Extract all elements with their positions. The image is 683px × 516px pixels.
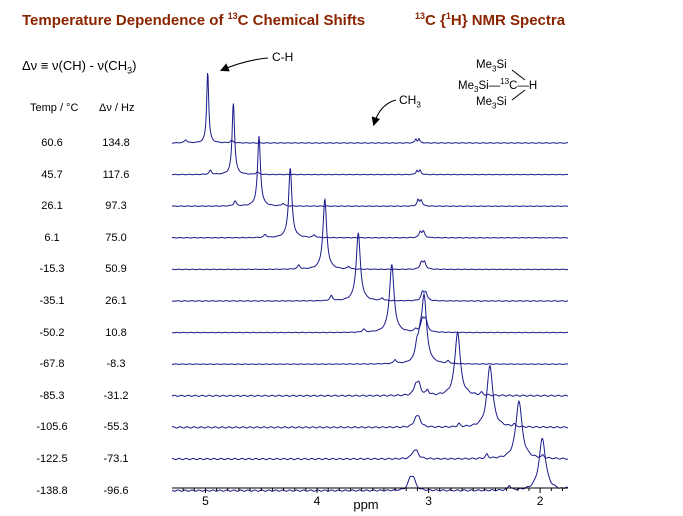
eq-close: ) [132, 58, 137, 73]
dnu-column-header: Δν / Hz [99, 102, 135, 114]
ch3-annotation-label: CH3 [399, 93, 421, 109]
temp-cell: -35.1 [39, 295, 65, 307]
molecule-structure-line3: Me3Si [476, 96, 507, 110]
spectrum-trace [172, 292, 569, 365]
ch3-arrow [371, 99, 397, 127]
bond-upper [511, 69, 526, 81]
struct-l2-sup: 13 [500, 77, 510, 86]
temp-cell: -15.3 [39, 263, 65, 276]
x-tick-label: 5 [202, 494, 209, 508]
struct-l3-pre: Me [476, 96, 492, 108]
struct-l3-post: Si [496, 96, 507, 108]
struct-l1-sub: 3 [491, 64, 497, 74]
struct-l3-sub: 3 [491, 101, 497, 111]
spectrum-trace [171, 264, 569, 334]
temp-cell: -138.8 [36, 484, 68, 497]
title-left-post: C Chemical Shifts [237, 12, 366, 29]
temp-cell: 45.7 [41, 168, 63, 181]
dnu-cell: 10.8 [105, 326, 127, 339]
title-right-mid: C { [425, 12, 446, 29]
title-left-sup: 13 [227, 11, 238, 21]
struct-l1-pre: Me [476, 59, 492, 71]
annotation-arrows [219, 57, 526, 127]
x-tick-label: 4 [314, 494, 321, 508]
delta-nu-definition: Δν ≡ ν(CH) - ν(CH3) [22, 58, 136, 76]
ch-annotation-label: C-H [272, 50, 294, 64]
spectra-group [171, 73, 569, 492]
dnu-cell: -96.6 [103, 484, 129, 497]
chart-title-right: 13C {1H} NMR Spectra [415, 11, 565, 29]
temp-cell: -85.3 [39, 389, 65, 402]
x-axis-label: ppm [353, 497, 378, 512]
struct-l2-sub: 3 [473, 85, 479, 95]
molecule-structure-line2: Me3Si—13C—H [458, 77, 537, 94]
dnu-cell: -8.3 [106, 358, 126, 371]
dnu-cell: 50.9 [105, 263, 127, 276]
spectrum-trace [171, 437, 569, 492]
title-right-post: H} NMR Spectra [450, 12, 566, 29]
title-right-sup1: 13 [415, 11, 426, 21]
spectrum-trace [172, 168, 568, 239]
chart-title-left: Temperature Dependence of 13C Chemical S… [22, 11, 365, 29]
ch3-label-sub: 3 [416, 100, 421, 110]
title-left-pre: Temperature Dependence of [22, 12, 228, 29]
eq-lhs: Δν ≡ ν(CH) - ν(CH [22, 58, 128, 73]
struct-l2-mid: Si— [478, 79, 501, 92]
bond-lower [511, 89, 526, 101]
x-tick-label: 3 [425, 494, 432, 508]
dnu-cell: -31.2 [103, 389, 129, 402]
temp-cell: -105.6 [36, 421, 68, 434]
temp-cell: -50.2 [39, 326, 65, 339]
spectrum-trace [172, 399, 569, 461]
temp-cell: -122.5 [36, 453, 68, 465]
spectrum-trace [171, 197, 569, 271]
dnu-cell: 26.1 [105, 295, 127, 307]
temp-cell: 26.1 [41, 200, 63, 213]
dnu-cell: 117.6 [102, 168, 130, 181]
x-tick-label: 2 [537, 494, 544, 508]
spectrum-trace [171, 103, 569, 176]
spectrum-trace [171, 136, 569, 207]
spectrum-trace [171, 232, 569, 302]
molecule-structure: Me3Si [476, 59, 507, 73]
dnu-cell: 134.8 [102, 137, 130, 149]
spectrum-trace [172, 73, 568, 144]
spectrum-trace [171, 364, 568, 429]
x-axis: 5 4 3 2 ppm [172, 487, 568, 512]
dnu-cell: 75.0 [105, 231, 127, 244]
ch3-label-pre: CH [399, 93, 417, 107]
dnu-cell: -55.3 [103, 421, 129, 434]
struct-l2-post: C—H [509, 79, 538, 92]
eq-sub: 3 [127, 65, 133, 76]
temp-column-header: Temp / °C [30, 102, 79, 114]
dnu-cell: 97.3 [105, 200, 127, 213]
temp-cell: 6.1 [44, 231, 60, 244]
dnu-cell: -73.1 [103, 453, 129, 465]
temp-cell: 60.6 [41, 137, 63, 149]
title-right-sup2: 1 [445, 11, 451, 21]
temp-cell: -67.8 [39, 358, 65, 371]
spectrum-trace [171, 330, 569, 397]
ch-arrow [219, 57, 269, 72]
struct-l2-pre: Me [458, 79, 474, 92]
struct-l1-post: Si [496, 59, 507, 71]
